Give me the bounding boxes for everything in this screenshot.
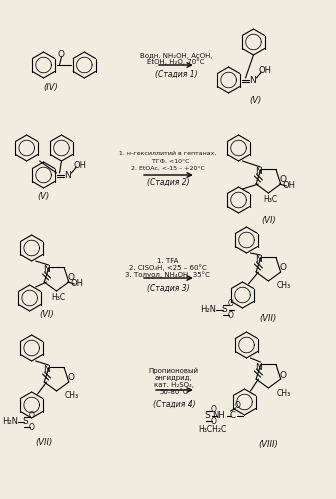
Text: NH: NH <box>212 412 225 421</box>
Text: N: N <box>255 255 262 264</box>
Text: (Стадия 4): (Стадия 4) <box>153 400 195 409</box>
Text: O: O <box>227 311 234 320</box>
Text: O: O <box>68 373 75 383</box>
Text: OH: OH <box>283 182 296 191</box>
Text: CH₃: CH₃ <box>276 281 290 290</box>
Text: 1. н-гексиллитий в гептанах,: 1. н-гексиллитий в гептанах, <box>119 151 217 156</box>
Text: CH₃: CH₃ <box>65 392 79 401</box>
Text: (VIII): (VIII) <box>258 441 278 450</box>
Text: O: O <box>211 406 217 415</box>
Text: C: C <box>229 412 236 421</box>
Text: S: S <box>23 418 29 427</box>
Text: 2. ClSO₃H, <25 – 60°C: 2. ClSO₃H, <25 – 60°C <box>129 264 207 271</box>
Text: S: S <box>222 305 227 314</box>
Text: O: O <box>280 263 287 272</box>
Text: O: O <box>29 424 35 433</box>
Text: EtOH, H₂O, 70°C: EtOH, H₂O, 70°C <box>147 59 205 65</box>
Text: кат. H₂SO₄,: кат. H₂SO₄, <box>154 382 194 388</box>
Text: H₂N: H₂N <box>2 418 18 427</box>
Text: O: O <box>29 412 35 421</box>
Text: N: N <box>249 75 256 84</box>
Text: 50-80°C: 50-80°C <box>160 389 188 395</box>
Text: N: N <box>255 362 262 371</box>
Text: (V): (V) <box>37 193 50 202</box>
Text: O: O <box>211 418 217 427</box>
Text: Водн. NH₂OH, AcOH,: Водн. NH₂OH, AcOH, <box>139 53 212 59</box>
Text: O: O <box>68 273 75 282</box>
Text: H₃C: H₃C <box>51 292 66 301</box>
Text: Пропионовый: Пропионовый <box>149 368 199 374</box>
Text: S: S <box>205 412 211 421</box>
Text: O: O <box>58 49 65 58</box>
Text: (VI): (VI) <box>39 310 54 319</box>
Text: CH₃: CH₃ <box>276 389 290 398</box>
Text: O: O <box>280 176 287 185</box>
Text: (Стадия 2): (Стадия 2) <box>146 178 189 187</box>
Text: N: N <box>43 265 50 274</box>
Text: O: O <box>235 402 241 411</box>
Text: N: N <box>255 168 262 177</box>
Text: OH: OH <box>74 161 87 170</box>
Text: (IV): (IV) <box>43 82 58 91</box>
Text: O: O <box>227 299 234 308</box>
Text: 1. TFA: 1. TFA <box>157 258 179 264</box>
Text: OH: OH <box>259 65 272 74</box>
Text: H₃CH₂C: H₃CH₂C <box>199 426 227 435</box>
Text: N: N <box>64 171 71 180</box>
Text: O: O <box>280 370 287 380</box>
Text: 2. EtOAc, <-15 – +20°C: 2. EtOAc, <-15 – +20°C <box>131 166 205 171</box>
Text: H₂N: H₂N <box>200 305 216 314</box>
Text: N: N <box>43 365 50 375</box>
Text: (Стадия 3): (Стадия 3) <box>146 283 189 292</box>
Text: (VII): (VII) <box>35 438 52 447</box>
Text: ангидрид,: ангидрид, <box>155 375 193 381</box>
Text: OH: OH <box>71 279 84 288</box>
Text: (V): (V) <box>249 95 261 104</box>
Text: (VI): (VI) <box>261 216 276 225</box>
Text: 3. Толуол, NH₄OH, 35°C: 3. Толуол, NH₄OH, 35°C <box>125 271 210 278</box>
Text: ТГФ, <10°C: ТГФ, <10°C <box>146 159 190 164</box>
Text: H₃C: H₃C <box>263 195 278 204</box>
Text: (VII): (VII) <box>260 313 277 322</box>
Text: (Стадия 1): (Стадия 1) <box>155 69 197 78</box>
